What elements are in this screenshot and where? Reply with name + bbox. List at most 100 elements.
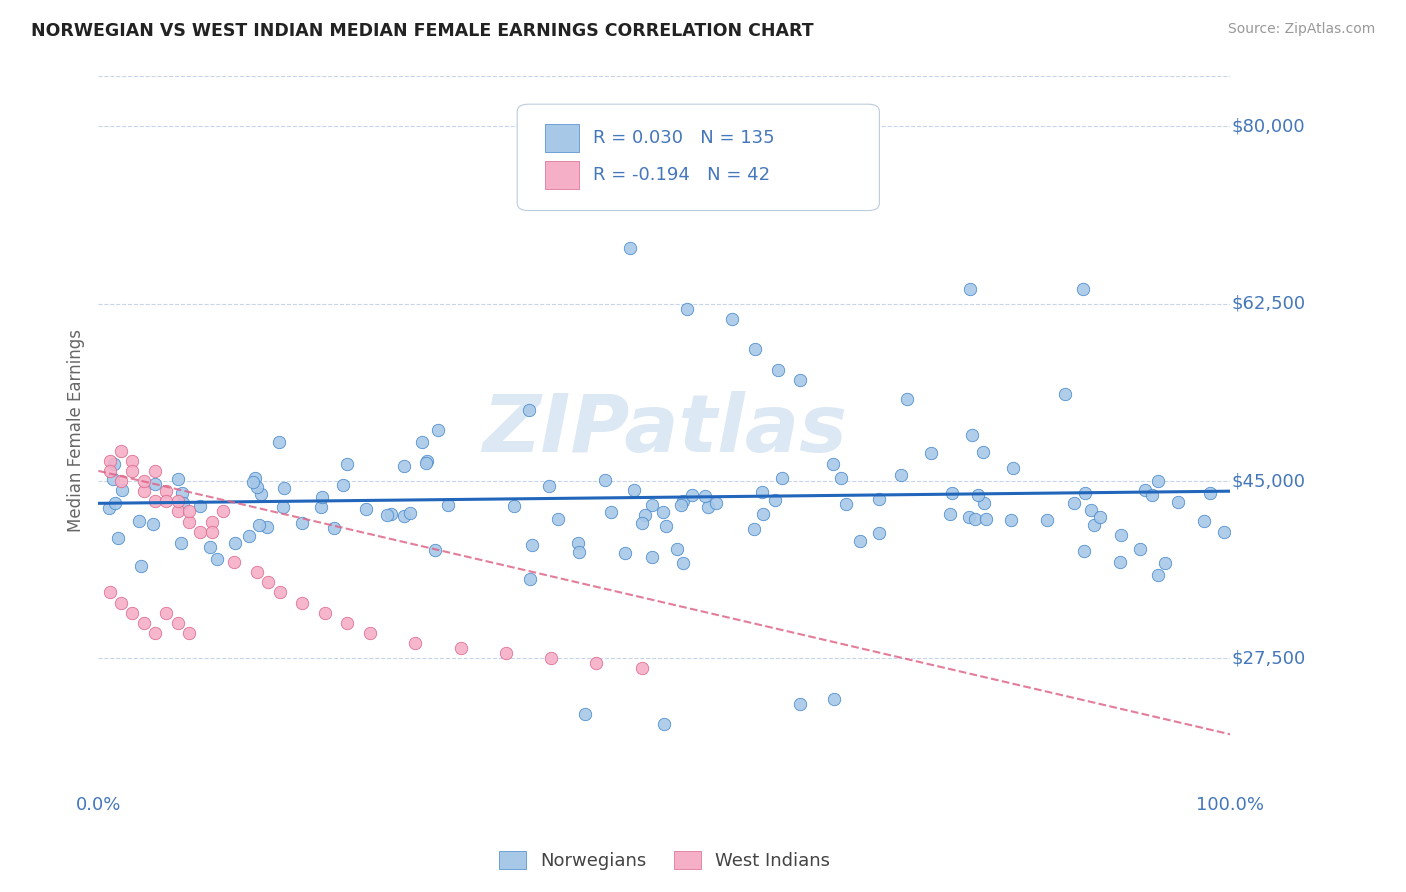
Text: R = 0.030   N = 135: R = 0.030 N = 135: [593, 129, 775, 147]
Point: [166, 494, 188, 508]
Point: [247, 517, 270, 532]
Point: [519, 572, 541, 586]
Point: [257, 575, 280, 590]
Point: [128, 514, 150, 528]
Point: [155, 494, 177, 508]
Point: [392, 509, 415, 524]
Point: [823, 691, 845, 706]
Point: [170, 486, 193, 500]
Point: [201, 515, 224, 529]
Point: [1053, 387, 1076, 401]
Point: [336, 615, 359, 630]
Point: [110, 443, 132, 458]
Point: [291, 516, 314, 530]
Point: [267, 435, 290, 450]
Point: [655, 519, 678, 533]
Point: [1153, 557, 1175, 571]
Point: [121, 606, 143, 620]
FancyBboxPatch shape: [517, 104, 879, 211]
Point: [1109, 528, 1132, 542]
Point: [155, 606, 177, 620]
Point: [398, 506, 420, 520]
Point: [1074, 485, 1097, 500]
Point: [630, 661, 652, 675]
Point: [425, 542, 447, 557]
Point: [1167, 495, 1189, 509]
Point: [121, 454, 143, 468]
Point: [201, 524, 224, 539]
Point: [394, 458, 416, 473]
Point: [359, 626, 381, 640]
Point: [823, 457, 845, 471]
Point: [269, 585, 291, 599]
Point: [1063, 496, 1085, 510]
Point: [143, 494, 166, 508]
Point: [1213, 524, 1236, 539]
Text: $27,500: $27,500: [1232, 649, 1306, 667]
Point: [404, 636, 426, 650]
Point: [205, 552, 228, 566]
Point: [957, 509, 980, 524]
Point: [614, 546, 637, 560]
Point: [242, 475, 264, 489]
Text: NORWEGIAN VS WEST INDIAN MEDIAN FEMALE EARNINGS CORRELATION CHART: NORWEGIAN VS WEST INDIAN MEDIAN FEMALE E…: [31, 22, 814, 40]
Point: [1002, 460, 1025, 475]
Point: [960, 427, 983, 442]
Point: [110, 474, 132, 488]
Point: [1147, 568, 1170, 582]
Point: [744, 343, 766, 357]
Point: [959, 281, 981, 295]
Point: [332, 477, 354, 491]
Point: [963, 512, 986, 526]
Point: [322, 521, 344, 535]
Point: [634, 508, 657, 523]
Point: [1133, 483, 1156, 497]
Point: [742, 522, 765, 536]
Point: [695, 489, 717, 503]
Point: [868, 525, 890, 540]
Point: [129, 558, 152, 573]
Point: [110, 596, 132, 610]
Point: [450, 641, 472, 656]
Point: [681, 488, 703, 502]
Point: [291, 596, 314, 610]
Point: [107, 531, 129, 545]
Point: [751, 485, 773, 500]
Point: [1083, 517, 1105, 532]
Point: [170, 535, 193, 549]
Point: [973, 496, 995, 510]
Point: [1147, 474, 1170, 488]
Point: [98, 585, 121, 599]
Point: [868, 492, 890, 507]
Point: [143, 626, 166, 640]
Point: [671, 498, 693, 512]
Point: [696, 500, 718, 514]
Point: [495, 646, 517, 660]
Point: [574, 706, 596, 721]
Point: [763, 493, 786, 508]
Point: [101, 472, 124, 486]
Point: [188, 524, 211, 539]
Text: $45,000: $45,000: [1232, 472, 1305, 490]
Point: [503, 499, 526, 513]
Point: [1199, 486, 1222, 500]
Point: [311, 490, 333, 504]
Point: [537, 479, 560, 493]
Point: [522, 538, 544, 552]
Point: [250, 487, 273, 501]
Point: [143, 476, 166, 491]
Point: [890, 468, 912, 483]
Point: [314, 606, 336, 620]
Point: [427, 424, 450, 438]
Text: $62,500: $62,500: [1232, 294, 1306, 313]
Point: [721, 312, 744, 326]
Point: [273, 481, 295, 495]
Point: [623, 483, 645, 498]
Point: [104, 495, 127, 509]
Point: [309, 500, 332, 514]
Point: [789, 697, 811, 711]
Point: [155, 484, 177, 499]
Point: [547, 512, 569, 526]
Point: [212, 504, 235, 518]
Point: [177, 504, 200, 518]
